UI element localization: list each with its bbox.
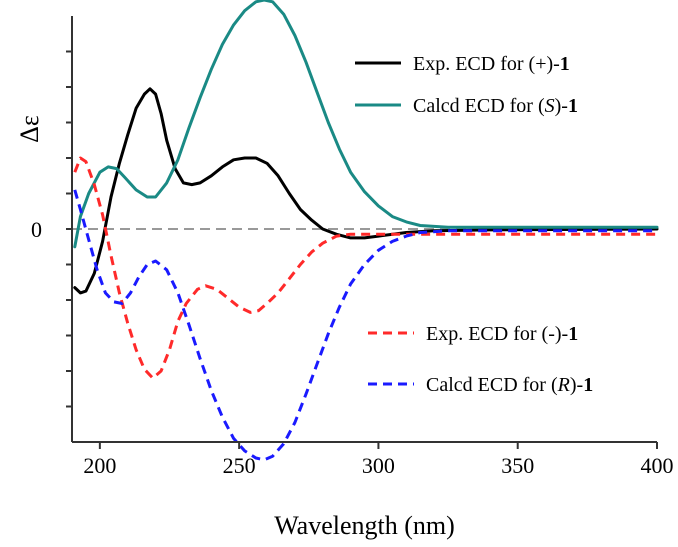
x-tick-label: 200 xyxy=(83,453,116,478)
legend-entry-calc_R: Calcd ECD for (R)-1 xyxy=(368,374,593,396)
x-tick-label: 300 xyxy=(362,453,395,478)
x-tick-label: 250 xyxy=(223,453,256,478)
legend-entry-calc_S: Calcd ECD for (S)-1 xyxy=(355,95,578,117)
x-tick-label: 350 xyxy=(501,453,534,478)
y-axis-title: Δε xyxy=(15,115,44,143)
x-axis-title: Wavelength (nm) xyxy=(274,511,455,540)
x-ticks: 200 250 300 350 400 xyxy=(83,442,674,478)
x-tick-label: 400 xyxy=(641,453,674,478)
series-line-exp_plus xyxy=(73,87,659,295)
legend: Exp. ECD for (+)-1 Calcd ECD for (S)-1 Exp… xyxy=(355,53,593,396)
legend-entry-exp_plus: Exp. ECD for (+)-1 xyxy=(355,53,570,75)
plot-area xyxy=(72,0,659,462)
y-tick-label: 0 xyxy=(31,217,42,242)
series-line-exp_minus xyxy=(73,156,657,380)
legend-label: Exp. ECD for (-)-1 xyxy=(426,323,578,345)
y-ticks: 0 xyxy=(31,50,72,408)
legend-label: Calcd ECD for (S)-1 xyxy=(413,95,578,117)
legend-entry-exp_minus: Exp. ECD for (-)-1 xyxy=(368,323,578,345)
legend-label: Calcd ECD for (R)-1 xyxy=(426,374,593,396)
series-line-calc_S xyxy=(73,0,659,249)
series-layer xyxy=(73,0,659,462)
series-line-calc_R xyxy=(73,189,657,462)
legend-label: Exp. ECD for (+)-1 xyxy=(413,53,570,75)
